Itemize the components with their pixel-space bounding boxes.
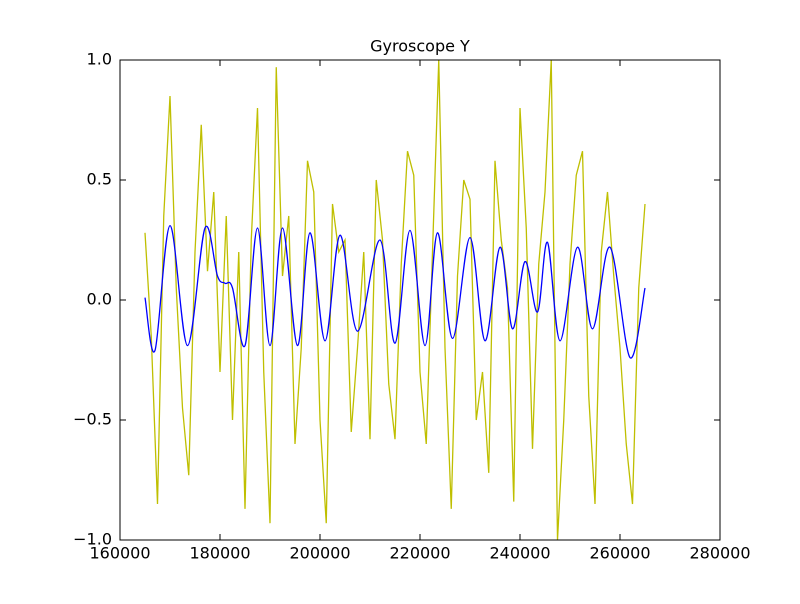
y-tick-label: 1.0 [87, 50, 112, 69]
x-tick-label: 260000 [589, 544, 650, 563]
y-tick-label: 0.5 [87, 170, 112, 189]
y-tick-label: −0.5 [73, 410, 112, 429]
x-tick-label: 220000 [389, 544, 450, 563]
x-tick-label: 180000 [189, 544, 250, 563]
chart-title: Gyroscope Y [370, 37, 470, 56]
x-tick-label: 240000 [489, 544, 550, 563]
x-tick-label: 160000 [89, 544, 150, 563]
y-tick-label: −1.0 [73, 530, 112, 549]
data-line [144, 224, 646, 359]
data-line [144, 59, 646, 541]
x-tick-label: 200000 [289, 544, 350, 563]
plot-area [144, 59, 646, 541]
y-tick-label: 0.0 [87, 290, 112, 309]
x-tick-label: 280000 [689, 544, 750, 563]
